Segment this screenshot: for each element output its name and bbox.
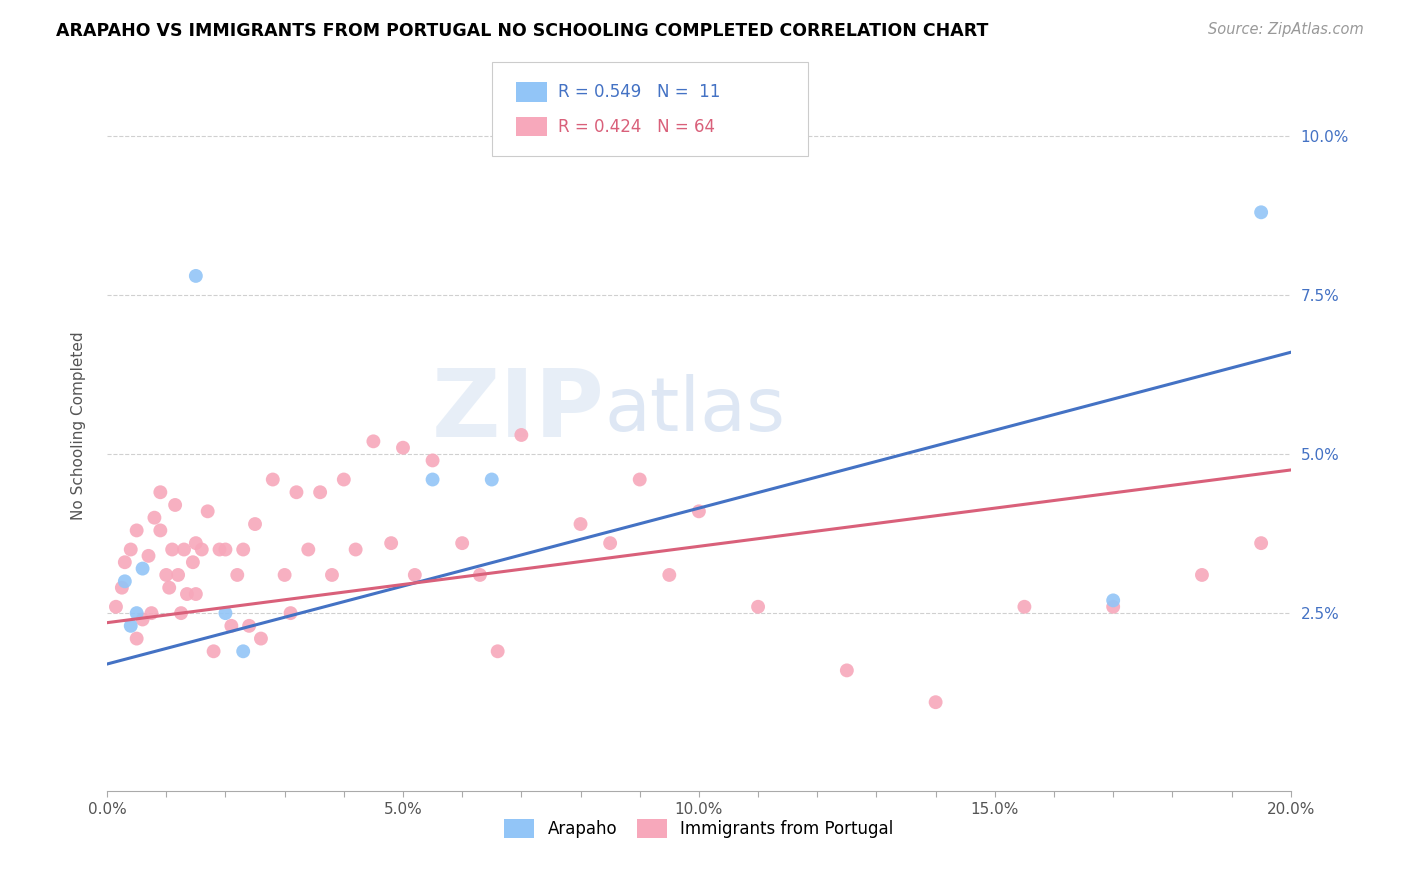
Point — [232, 542, 254, 557]
Text: R = 0.424   N = 64: R = 0.424 N = 64 — [558, 118, 716, 136]
Y-axis label: No Schooling Completed: No Schooling Completed — [72, 331, 86, 520]
Point — [184, 536, 207, 550]
Point — [599, 536, 621, 550]
Point — [131, 612, 153, 626]
Point — [422, 473, 444, 487]
Point — [747, 599, 769, 614]
Point — [160, 542, 183, 557]
Point — [149, 485, 172, 500]
Point — [155, 568, 177, 582]
Point — [197, 504, 219, 518]
Point — [125, 632, 148, 646]
Point — [143, 510, 166, 524]
Point — [1102, 593, 1125, 607]
Point — [273, 568, 295, 582]
Point — [214, 606, 236, 620]
Point — [165, 498, 187, 512]
Point — [226, 568, 249, 582]
Point — [363, 434, 385, 449]
Text: atlas: atlas — [605, 375, 785, 447]
Point — [510, 428, 533, 442]
Point — [181, 555, 204, 569]
Point — [468, 568, 491, 582]
Point — [167, 568, 190, 582]
Point — [688, 504, 710, 518]
Point — [114, 574, 136, 589]
Point — [111, 581, 134, 595]
Point — [309, 485, 332, 500]
Legend: Arapaho, Immigrants from Portugal: Arapaho, Immigrants from Portugal — [498, 813, 900, 845]
Point — [333, 473, 356, 487]
Point — [1250, 536, 1272, 550]
Point — [138, 549, 160, 563]
Text: Source: ZipAtlas.com: Source: ZipAtlas.com — [1208, 22, 1364, 37]
Point — [243, 517, 266, 532]
Point — [125, 606, 148, 620]
Point — [191, 542, 214, 557]
Point — [208, 542, 231, 557]
Point — [1014, 599, 1036, 614]
Point — [250, 632, 273, 646]
Point — [184, 268, 207, 283]
Point — [404, 568, 426, 582]
Point — [1250, 205, 1272, 219]
Point — [184, 587, 207, 601]
Point — [221, 619, 243, 633]
Point — [658, 568, 681, 582]
Text: ARAPAHO VS IMMIGRANTS FROM PORTUGAL NO SCHOOLING COMPLETED CORRELATION CHART: ARAPAHO VS IMMIGRANTS FROM PORTUGAL NO S… — [56, 22, 988, 40]
Point — [202, 644, 225, 658]
Point — [173, 542, 195, 557]
Point — [114, 555, 136, 569]
Point — [297, 542, 319, 557]
Point — [104, 599, 127, 614]
Point — [451, 536, 474, 550]
Point — [481, 473, 503, 487]
Point — [835, 664, 858, 678]
Text: ZIP: ZIP — [432, 365, 605, 457]
Point — [321, 568, 343, 582]
Point — [924, 695, 946, 709]
Point — [131, 561, 153, 575]
Point — [176, 587, 198, 601]
Point — [280, 606, 302, 620]
Point — [149, 524, 172, 538]
Point — [141, 606, 163, 620]
Point — [285, 485, 308, 500]
Point — [486, 644, 509, 658]
Point — [120, 542, 142, 557]
Point — [1191, 568, 1213, 582]
Point — [125, 524, 148, 538]
Point — [120, 619, 142, 633]
Point — [214, 542, 236, 557]
Point — [262, 473, 284, 487]
Point — [170, 606, 193, 620]
Point — [628, 473, 651, 487]
Point — [1102, 599, 1125, 614]
Point — [392, 441, 415, 455]
Point — [380, 536, 402, 550]
Point — [238, 619, 260, 633]
Point — [422, 453, 444, 467]
Point — [157, 581, 180, 595]
Text: R = 0.549   N =  11: R = 0.549 N = 11 — [558, 83, 720, 101]
Point — [232, 644, 254, 658]
Point — [344, 542, 367, 557]
Point — [569, 517, 592, 532]
